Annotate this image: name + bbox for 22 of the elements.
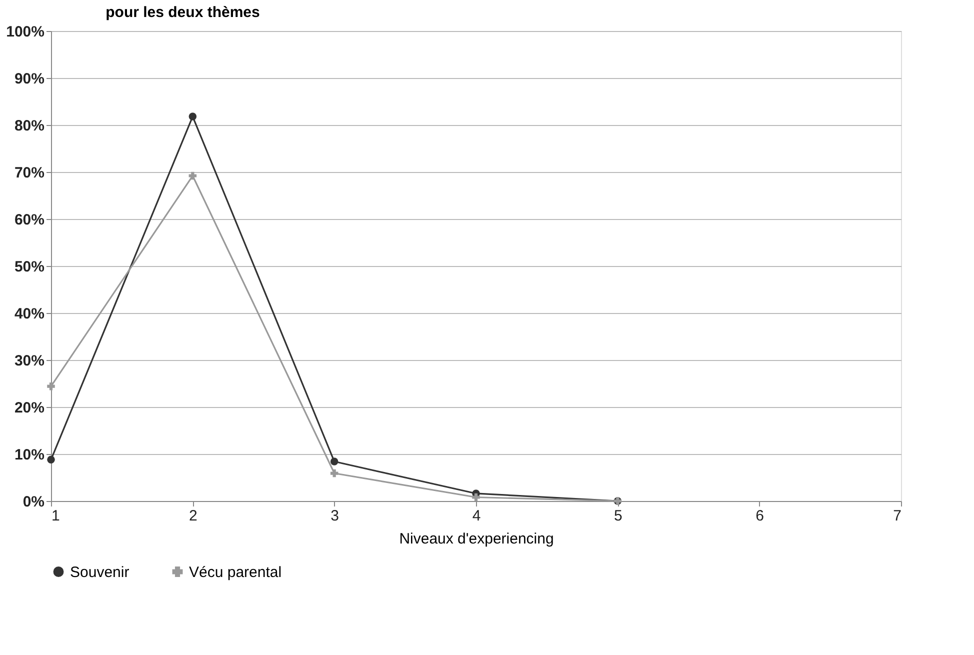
chart-title: pour les deux thèmes	[106, 4, 260, 21]
y-tick-label: 40%	[14, 306, 44, 322]
x-tick-label: 1	[52, 508, 60, 524]
y-tick-label: 70%	[14, 164, 44, 182]
y-tick-label: 90%	[14, 70, 44, 88]
x-tick-label: 3	[330, 508, 340, 524]
legend-label: Vécu parental	[189, 564, 282, 581]
x-tick-label: 4	[472, 508, 481, 524]
y-tick-label: 0%	[22, 494, 44, 510]
y-tick-label: 60%	[14, 212, 44, 228]
x-tick-label: 5	[614, 508, 622, 524]
y-tick-label: 20%	[14, 400, 44, 416]
y-tick-label: 80%	[14, 118, 44, 134]
x-axis-title: Niveaux d'experiencing	[399, 530, 554, 548]
y-tick-label: 100%	[6, 24, 44, 40]
y-tick-label: 30%	[14, 352, 44, 370]
y-tick-label: 50%	[14, 258, 44, 276]
x-tick-label: 7	[893, 508, 902, 524]
legend-label: Souvenir	[70, 564, 130, 581]
x-tick-label: 6	[756, 508, 764, 524]
y-tick-label: 10%	[14, 446, 44, 464]
x-tick-label: 2	[188, 508, 198, 524]
